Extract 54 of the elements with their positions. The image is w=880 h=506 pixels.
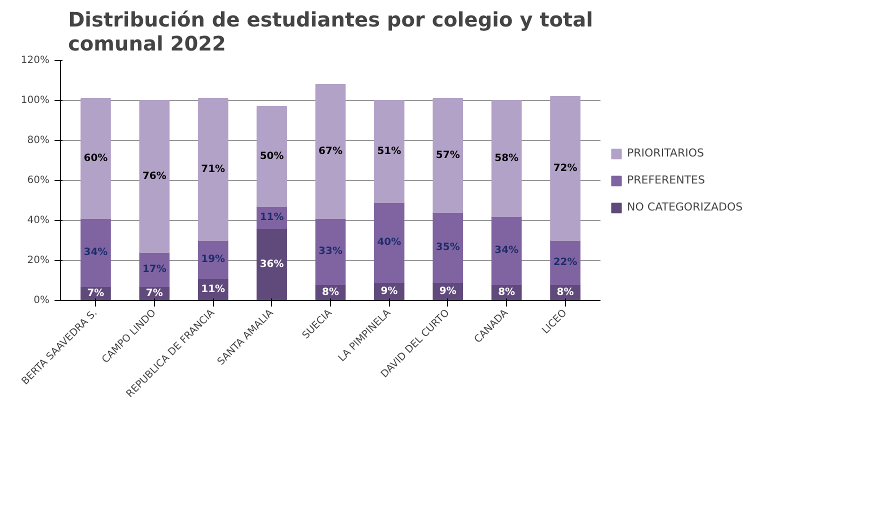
bar — [315, 84, 346, 219]
data-label: 9% — [439, 286, 456, 297]
legend-label: PREFERENTES — [627, 174, 705, 186]
y-tick-label: 60% — [27, 175, 50, 186]
bar — [256, 106, 287, 207]
data-label: 34% — [494, 245, 519, 256]
data-label: 72% — [553, 163, 578, 174]
data-label: 8% — [322, 287, 339, 298]
bar — [432, 212, 464, 283]
data-label: 34% — [84, 247, 108, 258]
bar — [374, 100, 404, 203]
data-label: 7% — [87, 288, 104, 299]
y-tick-label: 20% — [27, 255, 50, 266]
data-label: 11% — [260, 212, 284, 223]
data-label: 36% — [260, 259, 284, 270]
data-label: 71% — [201, 164, 226, 175]
bar — [550, 240, 580, 285]
data-label: 58% — [494, 153, 519, 164]
bar — [315, 218, 346, 285]
bar — [256, 228, 287, 300]
data-label: 9% — [380, 286, 398, 297]
data-label: 33% — [318, 246, 342, 257]
data-label: 57% — [436, 150, 460, 161]
chart-title: Distribución de estudiantes por colegio y total comunal 2022 — [68, 8, 593, 56]
data-label: 76% — [142, 171, 166, 182]
data-label: 7% — [146, 288, 163, 299]
bar — [139, 100, 170, 253]
data-label: 60% — [84, 153, 108, 164]
y-tick-label: 40% — [27, 215, 50, 226]
bar — [80, 218, 111, 287]
data-label: 19% — [201, 254, 226, 265]
data-label: 50% — [260, 151, 284, 162]
data-label: 35% — [436, 242, 460, 253]
data-label: 51% — [377, 146, 402, 157]
bar — [432, 98, 464, 213]
bar — [80, 98, 111, 219]
bar — [491, 216, 522, 285]
y-tick-label: 120% — [20, 55, 50, 66]
y-tick-label: 100% — [20, 95, 50, 106]
data-label: 17% — [142, 264, 166, 275]
data-label: 67% — [318, 146, 342, 157]
y-tick-label: 0% — [34, 295, 50, 306]
data-label: 8% — [498, 287, 516, 298]
data-label: 8% — [556, 287, 574, 298]
legend-label: PRIORITARIOS — [627, 146, 704, 160]
legend-label: NO CATEGORIZADOS — [627, 200, 743, 214]
bar — [198, 98, 228, 241]
data-label: 11% — [201, 284, 226, 295]
data-label: 22% — [553, 257, 578, 268]
data-label: 40% — [377, 237, 402, 248]
bar — [491, 100, 522, 217]
bar — [550, 96, 580, 241]
bar — [374, 202, 404, 283]
y-tick-label: 80% — [27, 135, 50, 146]
